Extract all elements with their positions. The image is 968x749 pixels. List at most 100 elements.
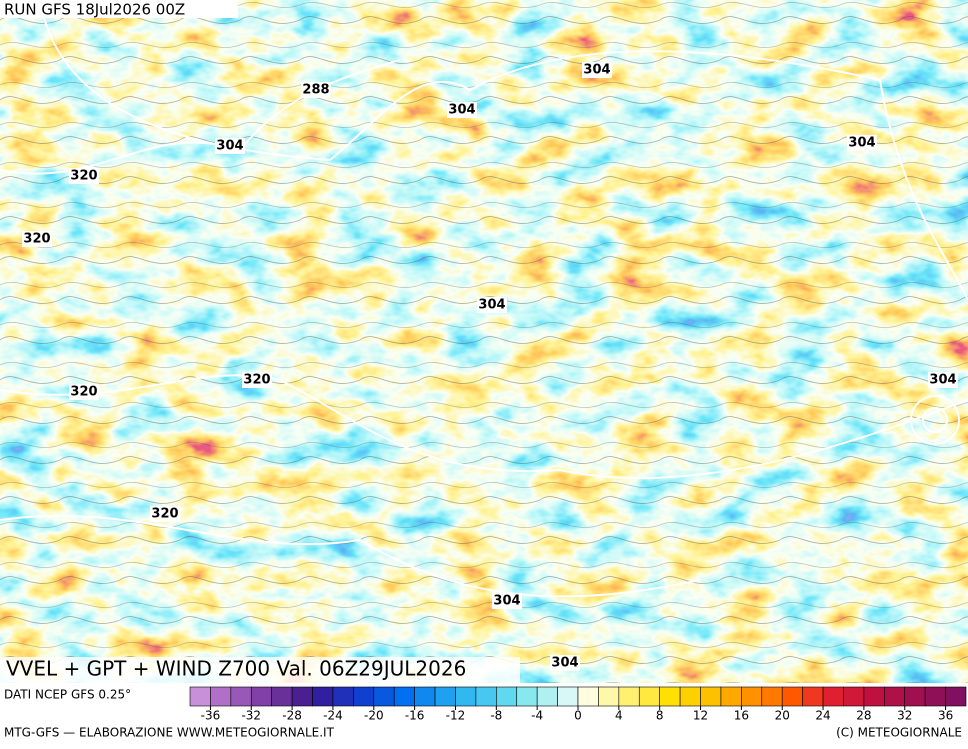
colorbar-bin bbox=[250, 686, 272, 707]
colorbar-tick-label: 28 bbox=[856, 709, 871, 723]
colorbar-bin bbox=[924, 686, 946, 707]
colorbar-bin bbox=[475, 686, 497, 707]
colorbar-bin bbox=[455, 686, 477, 707]
colorbar-bin bbox=[434, 686, 456, 707]
contour-label-bg bbox=[69, 384, 99, 400]
colorbar-bin bbox=[189, 686, 211, 707]
run-label: RUN GFS 18Jul2026 00Z bbox=[4, 1, 185, 19]
colorbar-tick-label: -32 bbox=[241, 709, 261, 723]
contour-label: 304 bbox=[848, 136, 875, 151]
colorbar-tick-label: -4 bbox=[531, 709, 543, 723]
contour-label: 320 bbox=[243, 373, 270, 388]
colorbar-bin bbox=[700, 686, 722, 707]
colorbar-bin bbox=[312, 686, 334, 707]
contour-label: 320 bbox=[70, 169, 97, 184]
contour-label-bg bbox=[928, 372, 958, 388]
contour-label: 320 bbox=[151, 507, 178, 522]
colorbar-bin bbox=[659, 686, 681, 707]
contour-label-bg bbox=[447, 102, 477, 118]
run-box bbox=[0, 0, 238, 18]
colorbar-tick-label: 32 bbox=[897, 709, 912, 723]
colorbar-bin bbox=[210, 686, 232, 707]
contour-label-bg bbox=[847, 135, 877, 151]
colorbar-bin bbox=[720, 686, 742, 707]
colorbar-bin bbox=[945, 686, 967, 707]
colorbar-tick-label: 36 bbox=[938, 709, 953, 723]
colorbar-tick-label: -36 bbox=[201, 709, 221, 723]
colorbar-tick-label: 0 bbox=[574, 709, 582, 723]
colorbar-tick-label: -8 bbox=[490, 709, 502, 723]
map-title: VVEL + GPT + WIND Z700 Val. 06Z29JUL2026 bbox=[6, 657, 466, 681]
footer-right: (C) METEOGIORNALE bbox=[836, 726, 962, 740]
contour-label: 304 bbox=[551, 656, 578, 671]
colorbar-bin bbox=[618, 686, 640, 707]
contour-label-bg bbox=[301, 82, 331, 98]
colorbar-tick-label: 8 bbox=[656, 709, 664, 723]
colorbar-tick-label: -12 bbox=[446, 709, 466, 723]
colorbar-bin bbox=[741, 686, 763, 707]
colorbar-bin bbox=[332, 686, 354, 707]
source-label: DATI NCEP GFS 0.25° bbox=[4, 688, 131, 702]
colorbar-bin bbox=[904, 686, 926, 707]
colorbar-bin bbox=[863, 686, 885, 707]
colorbar-tick-label: 20 bbox=[775, 709, 790, 723]
colorbar-bin bbox=[496, 686, 518, 707]
contour-label: 304 bbox=[583, 63, 610, 78]
colorbar-bin bbox=[638, 686, 660, 707]
contour-label-bg bbox=[150, 506, 180, 522]
contour-label: 304 bbox=[478, 298, 505, 313]
contour-line bbox=[0, 514, 701, 598]
colorbar-bin bbox=[679, 686, 701, 707]
contour-label-bg bbox=[492, 593, 522, 609]
colorbar-bin bbox=[414, 686, 436, 707]
colorbar-tick-label: 4 bbox=[615, 709, 623, 723]
colorbar-tick-label: -20 bbox=[364, 709, 384, 723]
colorbar-bin bbox=[802, 686, 824, 707]
colorbar-bin bbox=[353, 686, 375, 707]
contour-label-bg bbox=[550, 655, 580, 671]
colorbar-bin bbox=[536, 686, 558, 707]
contour-label-bg bbox=[215, 138, 245, 154]
wind-streamlines bbox=[0, 0, 968, 683]
colorbar-bin bbox=[781, 686, 803, 707]
colorbar-tick-label: 12 bbox=[693, 709, 708, 723]
colorbar-bin bbox=[373, 686, 395, 707]
contour-label: 288 bbox=[302, 83, 329, 98]
colorbar-bin bbox=[557, 686, 579, 707]
colorbar-tick-label: 16 bbox=[734, 709, 749, 723]
contour-label-bg bbox=[582, 62, 612, 78]
contour-label: 320 bbox=[70, 385, 97, 400]
contour-label-bg bbox=[477, 297, 507, 313]
colorbar-tick-label: 24 bbox=[815, 709, 830, 723]
contour-label: 304 bbox=[216, 139, 243, 154]
colorbar-bin bbox=[516, 686, 538, 707]
colorbar-tick-label: -24 bbox=[323, 709, 343, 723]
contour-line bbox=[910, 395, 960, 445]
contour-label-bg bbox=[22, 231, 52, 247]
title-box bbox=[0, 657, 520, 683]
colorbar-bin bbox=[822, 686, 844, 707]
contour-label: 304 bbox=[929, 373, 956, 388]
colorbar-bin bbox=[761, 686, 783, 707]
contour-label: 320 bbox=[23, 232, 50, 247]
colorbar-tick-label: -28 bbox=[282, 709, 302, 723]
colorbar-bin bbox=[884, 686, 906, 707]
contour-label-bg bbox=[242, 372, 272, 388]
contour-label: 304 bbox=[448, 103, 475, 118]
contour-label-bg bbox=[69, 168, 99, 184]
colorbar-bin bbox=[271, 686, 293, 707]
colorbar-bin bbox=[598, 686, 620, 707]
footer-left: MTG-GFS — ELABORAZIONE WWW.METEOGIORNALE… bbox=[4, 726, 335, 740]
colorbar-bin bbox=[843, 686, 865, 707]
contour-line bbox=[922, 407, 948, 433]
contour-line bbox=[0, 374, 968, 480]
contour-label: 304 bbox=[493, 594, 520, 609]
colorbar-tick-label: -16 bbox=[405, 709, 425, 723]
colorbar-bin bbox=[393, 686, 415, 707]
contour-line bbox=[39, 0, 968, 301]
colorbar-bin bbox=[230, 686, 252, 707]
colorbar-bin bbox=[577, 686, 599, 707]
colorbar-bin bbox=[291, 686, 313, 707]
